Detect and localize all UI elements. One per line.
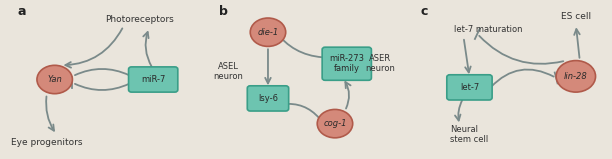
Text: Neural
stem cell: Neural stem cell (450, 125, 488, 144)
Circle shape (556, 61, 595, 92)
Circle shape (317, 109, 353, 138)
FancyBboxPatch shape (322, 47, 371, 80)
Text: a: a (17, 5, 26, 18)
Circle shape (250, 18, 286, 46)
Text: c: c (420, 5, 428, 18)
Text: miR-7: miR-7 (141, 75, 165, 84)
Text: lsy-6: lsy-6 (258, 94, 278, 103)
Text: ASER
neuron: ASER neuron (365, 54, 395, 73)
Text: lin-28: lin-28 (564, 72, 588, 81)
Circle shape (37, 65, 72, 94)
Text: let-7: let-7 (460, 83, 479, 92)
Text: die-1: die-1 (258, 28, 278, 37)
Text: miR-273
family: miR-273 family (329, 54, 364, 73)
Text: Yan: Yan (47, 75, 62, 84)
Text: ASEL
neuron: ASEL neuron (214, 62, 244, 81)
FancyBboxPatch shape (129, 67, 178, 92)
Text: Photoreceptors: Photoreceptors (105, 15, 174, 24)
Text: b: b (218, 5, 228, 18)
Text: let-7 maturation: let-7 maturation (453, 24, 522, 34)
Text: Eye progenitors: Eye progenitors (11, 138, 83, 147)
Text: ES cell: ES cell (561, 12, 591, 21)
FancyBboxPatch shape (247, 86, 289, 111)
Text: cog-1: cog-1 (323, 119, 347, 128)
FancyBboxPatch shape (447, 75, 492, 100)
